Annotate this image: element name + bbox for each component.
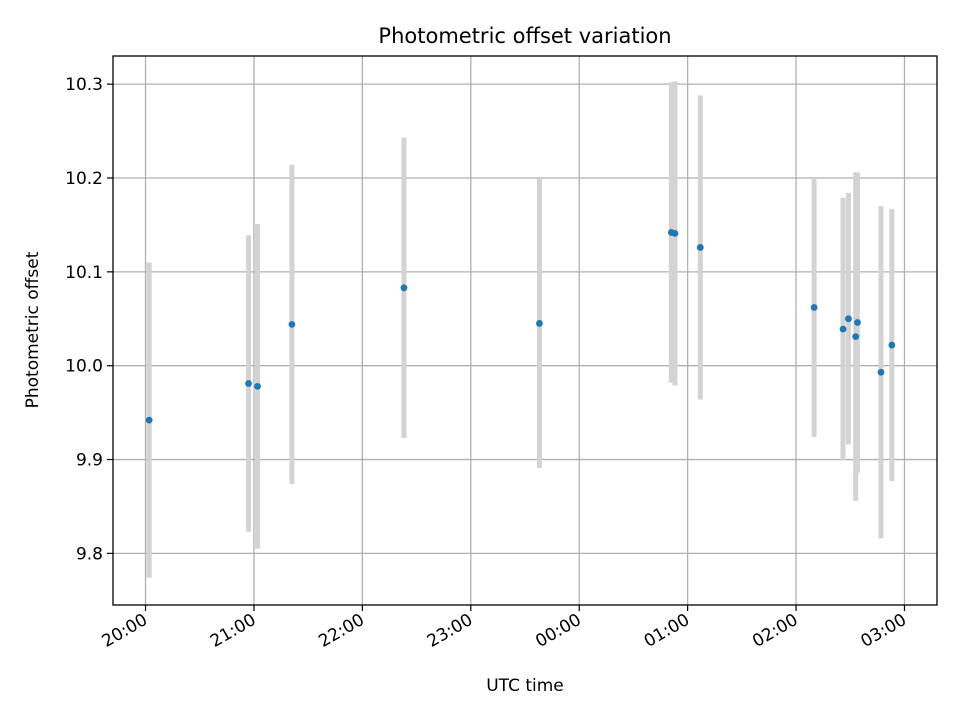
data-point xyxy=(810,304,818,311)
y-tick-label: 9.8 xyxy=(76,544,103,564)
data-point xyxy=(400,284,408,292)
data-point xyxy=(852,333,860,340)
data-point xyxy=(696,244,704,251)
data-point xyxy=(888,341,896,349)
chart-title: Photometric offset variation xyxy=(378,24,671,48)
data-point xyxy=(254,382,261,390)
data-points xyxy=(145,229,896,424)
data-point xyxy=(536,320,543,327)
data-point xyxy=(245,380,252,387)
data-point xyxy=(877,368,885,376)
data-point xyxy=(845,315,852,323)
data-point xyxy=(288,321,296,328)
grid xyxy=(113,56,937,605)
x-axis-label: UTC time xyxy=(486,676,564,696)
y-tick-label: 10.0 xyxy=(65,357,103,377)
y-axis-ticks: 9.8 9.9 10.0 10.1 10.2 10.3 xyxy=(65,75,113,564)
y-tick-label: 9.9 xyxy=(76,451,103,471)
data-point xyxy=(671,229,679,237)
y-tick-label: 10.3 xyxy=(65,75,103,95)
data-point xyxy=(839,325,847,333)
plot-frame xyxy=(112,55,938,606)
data-point xyxy=(145,416,153,424)
y-tick-label: 10.2 xyxy=(65,169,103,189)
data-point xyxy=(854,319,861,326)
y-tick-label: 10.1 xyxy=(65,263,103,283)
y-axis-label: Photometric offset xyxy=(23,251,43,408)
